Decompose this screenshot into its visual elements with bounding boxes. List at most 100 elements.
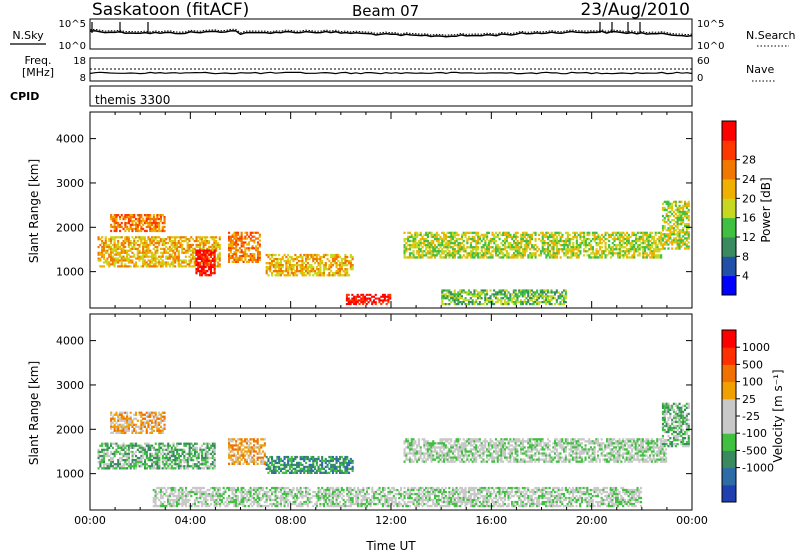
scatter-cell [317,264,320,267]
scatter-cell [138,411,141,414]
scatter-cell [500,233,503,237]
scatter-cell [645,239,648,243]
scatter-cell [244,247,247,250]
scatter-cell [412,254,415,257]
scatter-cell [505,237,508,241]
scatter-cell [633,254,636,257]
scatter-cell [238,255,241,258]
scatter-cell [425,237,428,241]
scatter-cell [265,455,268,459]
scatter-cell [421,252,424,255]
scatter-cell [344,461,347,465]
scatter-cell [165,265,168,268]
scatter-cell [279,457,282,461]
scatter-cell [523,293,526,296]
scatter-cell [645,233,648,237]
scatter-cell [305,274,308,277]
scatter-cell [428,231,431,234]
scatter-cell [167,242,170,245]
scatter-cell [174,236,177,239]
scatter-cell [301,272,304,275]
scatter-cell [296,463,299,467]
scatter-cell [136,431,139,434]
scatter-cell [647,242,650,245]
scatter-cell [177,245,180,249]
scatter-cell [185,442,188,445]
scatter-cell [457,458,460,461]
scatter-cell [120,417,123,420]
scatter-cell [669,214,672,218]
scatter-cell [457,291,460,294]
scatter-cell [124,214,127,217]
scatter-cell [548,301,551,304]
scatter-cell [179,259,182,262]
scatter-cell [97,238,100,241]
scatter-cell [498,248,501,251]
scatter-cell [158,456,161,460]
scatter-cell [102,459,105,462]
scatter-cell [163,219,166,223]
scatter-cell [142,454,145,458]
scatter-cell [242,237,245,240]
scatter-cell [124,427,127,430]
scatter-cell [342,459,345,463]
scatter-cell [435,250,438,253]
scatter-cell [518,250,521,253]
scatter-cell [554,293,557,296]
scatter-cell [328,272,331,275]
scatter-cell [161,238,164,241]
scatter-cell [428,446,431,449]
scatter-cell [296,461,299,465]
scatter-cell [287,455,290,459]
scatter-cell [131,227,134,231]
scatter-cell [169,450,172,454]
scatter-cell [301,457,304,461]
scatter-cell [104,245,107,249]
scatter-cell [604,244,607,247]
scatter-cell [229,458,232,461]
scatter-cell [671,241,674,244]
scatter-cell [471,231,474,234]
scatter-cell [514,244,517,247]
scatter-cell [228,258,231,262]
scatter-cell [117,214,120,217]
scatter-cell [151,429,154,432]
scatter-cell [405,237,408,241]
scatter-cell [405,452,408,455]
scatter-cell [136,255,139,258]
scatter-cell [152,454,155,458]
scatter-cell [575,252,578,255]
scatter-cell [412,454,415,457]
scatter-cell [303,457,306,461]
scatter-cell [322,471,325,474]
scatter-cell [543,252,546,255]
scatter-cell [167,452,170,456]
scatter-cell [206,255,209,258]
scatter-cell [495,244,498,247]
scatter-cell [416,446,419,449]
scatter-cell [443,246,446,249]
scatter-cell [430,242,433,245]
scatter-cell [177,257,180,260]
scatter-cell [444,237,447,241]
scatter-cell [346,255,349,259]
scatter-cell [448,450,451,453]
scatter-cell [604,231,607,234]
scatter-cell [197,249,200,252]
scatter-cell [145,255,148,258]
scatter-cell [443,303,446,306]
scatter-cell [633,250,636,253]
scatter-cell [143,261,146,264]
scatter-cell [550,297,553,300]
scatter-cell [296,266,299,269]
scatter-cell [126,251,129,254]
scatter-cell [269,469,272,472]
scatter-cell [428,242,431,245]
scatter-cell [199,274,202,277]
scatter-cell [163,238,166,241]
scatter-cell [473,295,476,298]
scatter-cell [658,231,661,234]
scatter-cell [113,419,116,422]
scatter-cell [174,253,177,256]
